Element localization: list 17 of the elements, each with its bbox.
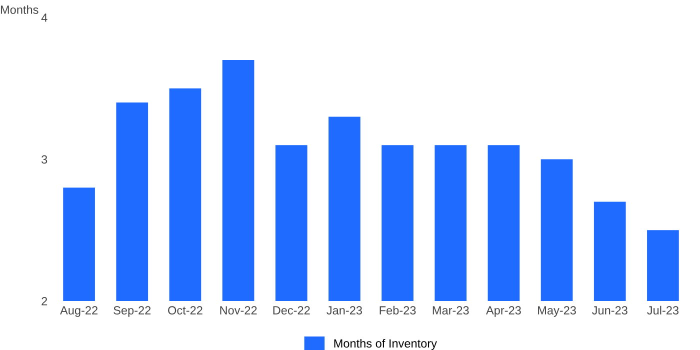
x-tick-label: Nov-22	[220, 306, 257, 315]
x-tick-label: Sep-22	[114, 306, 151, 317]
x-tick-label: Dec-22	[273, 306, 310, 315]
y-axis-title: Months	[0, 5, 38, 14]
x-tick-label: Mar-23	[432, 306, 469, 315]
y-tick-label: 4	[41, 14, 48, 22]
x-tick-label: Jul-23	[647, 306, 679, 315]
y-tick-label: 2	[42, 297, 48, 306]
x-tick-label: Jan-23	[326, 306, 362, 315]
y-tick-label: 3	[42, 155, 48, 164]
x-tick-label: Oct-22	[168, 306, 202, 315]
x-tick-label: Aug-22	[60, 306, 98, 317]
legend-label: Months of Inventory	[334, 338, 437, 350]
x-tick-label: Apr-23	[486, 306, 521, 317]
x-tick-label: Jun-23	[592, 306, 628, 315]
x-tick-label: Feb-23	[380, 306, 416, 315]
x-tick-label: May-23	[538, 306, 576, 317]
